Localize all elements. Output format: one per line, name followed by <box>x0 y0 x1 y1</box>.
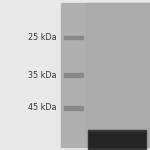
Bar <box>89 132 145 147</box>
Bar <box>86 3 150 147</box>
Bar <box>64 73 83 77</box>
Text: 45 kDa: 45 kDa <box>28 103 57 112</box>
Bar <box>61 3 150 147</box>
Text: 25 kDa: 25 kDa <box>28 33 57 42</box>
Text: 35 kDa: 35 kDa <box>28 70 57 80</box>
Bar <box>88 130 146 149</box>
Bar <box>64 36 83 39</box>
Bar <box>64 106 83 110</box>
